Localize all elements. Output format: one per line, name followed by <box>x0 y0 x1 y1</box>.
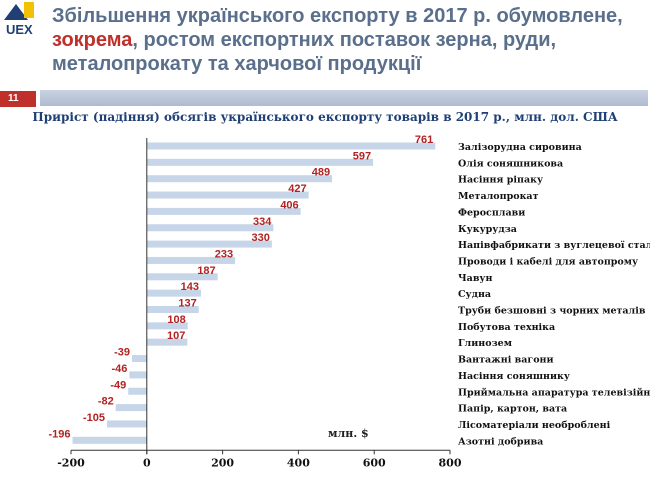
x-tick-label: 200 <box>211 456 234 469</box>
page-title: Збільшення українського експорту в 2017 … <box>52 4 642 76</box>
header-divider <box>40 90 648 106</box>
bar <box>132 355 147 363</box>
category-label: Феросплави <box>458 207 525 218</box>
category-label: Залізорудна сировина <box>458 142 582 153</box>
category-label: Азотні добрива <box>458 436 543 447</box>
slide-number: 11 <box>0 91 36 107</box>
value-label: 137 <box>178 298 196 310</box>
chart-axis: -200 0 200 400 600 800 <box>57 138 462 469</box>
bar <box>129 371 147 379</box>
value-label: 187 <box>197 265 215 277</box>
category-label: Глинозем <box>458 338 512 349</box>
bar <box>72 436 147 444</box>
value-label: 489 <box>312 167 330 179</box>
category-label: Судна <box>458 289 491 300</box>
logo-text: UEX <box>6 22 33 37</box>
category-label: Труби безшовні з чорних металів <box>458 306 646 317</box>
bar <box>146 322 188 330</box>
logo-triangle-icon <box>4 4 28 20</box>
value-label: 108 <box>167 314 185 326</box>
category-label: Напівфабрикати з вуглецевої сталі <box>458 240 650 251</box>
category-label: Насіння соняшнику <box>458 371 570 382</box>
category-label: Насіння ріпаку <box>458 175 543 186</box>
value-label: 143 <box>181 281 199 293</box>
x-tick-label: 800 <box>439 456 462 469</box>
category-label: Чавун <box>458 273 493 284</box>
bar <box>146 175 333 183</box>
value-label: 107 <box>167 330 185 342</box>
bar <box>146 338 188 346</box>
title-accent: зокрема <box>52 29 133 51</box>
bar <box>146 306 199 313</box>
value-label: 761 <box>415 134 433 146</box>
bar <box>146 240 272 248</box>
bar <box>146 273 218 281</box>
bar <box>146 289 201 297</box>
bar <box>146 224 274 232</box>
bar <box>146 191 309 199</box>
value-label: -196 <box>48 428 70 440</box>
bar <box>115 404 147 412</box>
value-label: 597 <box>353 150 371 162</box>
uex-logo: UEX <box>4 2 34 37</box>
chart-category-labels: Залізорудна сировина Олія соняшникова Насі… <box>458 142 650 447</box>
bar <box>146 207 301 215</box>
value-label: -39 <box>114 347 130 359</box>
value-label: -49 <box>110 379 126 391</box>
value-label: 406 <box>280 199 298 211</box>
value-label: 330 <box>252 232 270 244</box>
category-label: Лісоматеріали необроблені <box>458 420 611 431</box>
category-label: Проводи і кабелі для автопрому <box>458 256 638 267</box>
value-label: 427 <box>288 183 306 195</box>
x-tick-label: 400 <box>287 456 310 469</box>
bar-chart: 761597489427406334330233187143137108107-… <box>48 134 650 469</box>
bar <box>107 420 147 428</box>
category-label: Вантажні вагони <box>458 355 554 366</box>
category-label: Папір, картон, вата <box>458 404 567 415</box>
bar <box>146 158 374 166</box>
category-label: Металопрокат <box>458 191 539 202</box>
bar <box>146 142 436 150</box>
chart-bars <box>72 142 436 444</box>
category-label: Олія соняшникова <box>458 158 563 169</box>
bar <box>146 256 236 264</box>
x-tick-label: 0 <box>143 456 151 469</box>
value-label: -105 <box>83 412 105 424</box>
category-label: Побутова техніка <box>458 322 555 333</box>
x-tick-label: 600 <box>363 456 386 469</box>
title-part-2: , ростом експортних поставок зерна, руди… <box>52 29 557 75</box>
bar <box>128 387 147 395</box>
value-label: 233 <box>215 248 233 260</box>
category-label: Приймальна апаратура телевізійна <box>458 387 650 398</box>
x-tick-label: -200 <box>57 456 85 469</box>
title-part-1: Збільшення українського експорту в 2017 … <box>52 5 623 27</box>
value-label: 334 <box>253 216 272 228</box>
logo-yellow-block <box>24 2 34 18</box>
category-label: Кукурудза <box>458 224 517 235</box>
chart-title: Приріст (падіння) обсягів українського е… <box>32 110 618 124</box>
chart-unit-label: млн. $ <box>328 427 369 440</box>
value-label: -46 <box>111 363 127 375</box>
value-label: -82 <box>98 396 114 408</box>
